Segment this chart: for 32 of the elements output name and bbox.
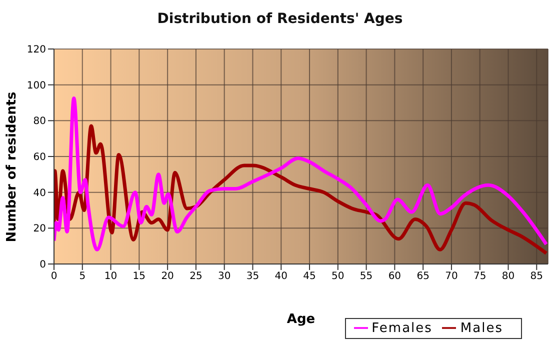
x-tick-label: 80 <box>502 271 515 282</box>
x-tick-label: 75 <box>473 271 486 282</box>
line-series <box>54 124 548 255</box>
x-tick-label: 55 <box>360 271 373 282</box>
x-tick-label: 45 <box>303 271 316 282</box>
legend-label: Females <box>372 321 432 336</box>
y-tick-label: 0 <box>40 260 46 271</box>
x-axis-title: Age <box>286 312 316 327</box>
y-tick-label: 100 <box>26 80 46 92</box>
x-tick-label: 30 <box>218 271 231 282</box>
x-tick-label: 25 <box>190 271 202 282</box>
chart-title: Distribution of Residents' Ages <box>156 11 404 27</box>
x-tick-label: 50 <box>332 271 344 282</box>
y-tick-label: 60 <box>33 152 46 164</box>
x-tick-label: 5 <box>79 271 86 282</box>
y-tick-label: 80 <box>33 116 46 128</box>
x-tick-label: 35 <box>246 271 260 282</box>
x-tick-label: 40 <box>274 271 288 282</box>
x-tick-label: 85 <box>530 271 544 282</box>
x-tick-label: 70 <box>445 271 458 282</box>
y-tick-label: 20 <box>33 224 46 235</box>
y-tick-label: 120 <box>26 44 46 56</box>
legend-label: Males <box>460 321 503 336</box>
y-tick-label: 40 <box>33 188 46 199</box>
y-axis-title: Number of residents <box>4 92 20 242</box>
x-tick-label: 65 <box>416 271 430 282</box>
x-tick-label: 10 <box>104 271 118 282</box>
x-tick-label: 0 <box>50 271 58 282</box>
line-series <box>54 96 548 252</box>
x-tick-label: 20 <box>161 271 174 282</box>
x-tick-label: 60 <box>388 271 402 282</box>
x-tick-label: 15 <box>132 271 146 282</box>
